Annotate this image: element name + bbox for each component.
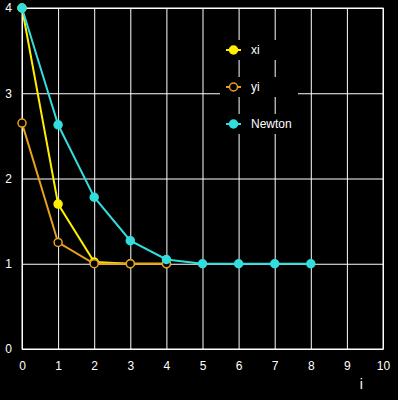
y-axis: 0 1 2 3 4 bbox=[5, 1, 383, 356]
series-point bbox=[126, 237, 134, 245]
x-tick: 8 bbox=[308, 8, 315, 373]
x-tick-label: 8 bbox=[308, 359, 315, 373]
x-tick: 2 bbox=[91, 8, 98, 373]
x-tick: 4 bbox=[164, 8, 171, 373]
series-point bbox=[235, 260, 243, 268]
x-tick-label: 0 bbox=[19, 359, 26, 373]
series-line bbox=[22, 8, 311, 264]
legend-marker bbox=[230, 120, 238, 128]
x-tick-label: 6 bbox=[236, 359, 243, 373]
x-tick-label: 3 bbox=[127, 359, 134, 373]
y-tick-label: 0 bbox=[5, 342, 12, 356]
y-tick-label: 3 bbox=[5, 87, 12, 101]
legend-entry: xi bbox=[220, 40, 298, 60]
x-tick: 3 bbox=[127, 8, 134, 373]
x-tick-label: 5 bbox=[200, 359, 207, 373]
legend-background bbox=[220, 114, 298, 134]
x-axis-label: i bbox=[360, 376, 363, 392]
x-tick: 7 bbox=[272, 8, 279, 373]
y-tick-label: 1 bbox=[5, 257, 12, 271]
legend-label: xi bbox=[251, 43, 260, 57]
series-line bbox=[22, 8, 166, 264]
series-point bbox=[54, 121, 62, 129]
legend-entry: yi bbox=[220, 77, 298, 97]
series-point bbox=[54, 200, 62, 208]
legend-background bbox=[220, 77, 298, 97]
x-tick: 10 bbox=[377, 8, 391, 373]
x-tick: 5 bbox=[200, 8, 207, 373]
legend-marker bbox=[230, 83, 238, 91]
series-point bbox=[18, 119, 26, 127]
y-grid-line bbox=[22, 179, 383, 180]
background bbox=[0, 0, 398, 400]
x-tick: 6 bbox=[236, 8, 243, 373]
series-line bbox=[22, 123, 166, 264]
series-point bbox=[126, 260, 134, 268]
series-point bbox=[307, 260, 315, 268]
y-grid-line bbox=[22, 93, 383, 94]
y-tick-label: 4 bbox=[5, 1, 12, 15]
series-point bbox=[18, 4, 26, 12]
series-point bbox=[126, 260, 134, 268]
y-tick: 2 bbox=[5, 172, 383, 186]
series-point bbox=[199, 260, 207, 268]
chart: 0 1 2 3 4 5 6 7 8 9 10 0 1 2 3 4 i xi yi Newton bbox=[0, 0, 398, 400]
series-point bbox=[162, 255, 170, 263]
plot-frame bbox=[22, 8, 383, 349]
marks bbox=[18, 4, 315, 268]
legend-marker bbox=[230, 46, 238, 54]
legend-label: yi bbox=[251, 80, 260, 94]
legend: xi yi Newton bbox=[220, 40, 298, 134]
legend-entry: Newton bbox=[220, 114, 298, 134]
x-tick-label: 9 bbox=[344, 359, 351, 373]
series-point bbox=[18, 4, 26, 12]
plot: 0 1 2 3 4 5 6 7 8 9 10 0 1 2 3 4 bbox=[5, 1, 390, 372]
series-point bbox=[54, 238, 62, 246]
y-tick-label: 2 bbox=[5, 172, 12, 186]
x-tick-label: 7 bbox=[272, 359, 279, 373]
y-tick: 1 bbox=[5, 257, 383, 271]
x-tick: 9 bbox=[344, 8, 351, 373]
x-tick-label: 1 bbox=[55, 359, 62, 373]
legend-label: Newton bbox=[251, 117, 292, 131]
y-tick: 3 bbox=[5, 87, 383, 101]
x-tick-label: 4 bbox=[164, 359, 171, 373]
x-tick: 0 bbox=[19, 8, 26, 373]
legend-background bbox=[220, 40, 298, 60]
x-tick-label: 2 bbox=[91, 359, 98, 373]
series-point bbox=[90, 193, 98, 201]
x-axis: 0 1 2 3 4 5 6 7 8 9 10 bbox=[19, 8, 390, 373]
x-tick-label: 10 bbox=[377, 359, 391, 373]
series-point bbox=[271, 260, 279, 268]
series-point bbox=[90, 260, 98, 268]
